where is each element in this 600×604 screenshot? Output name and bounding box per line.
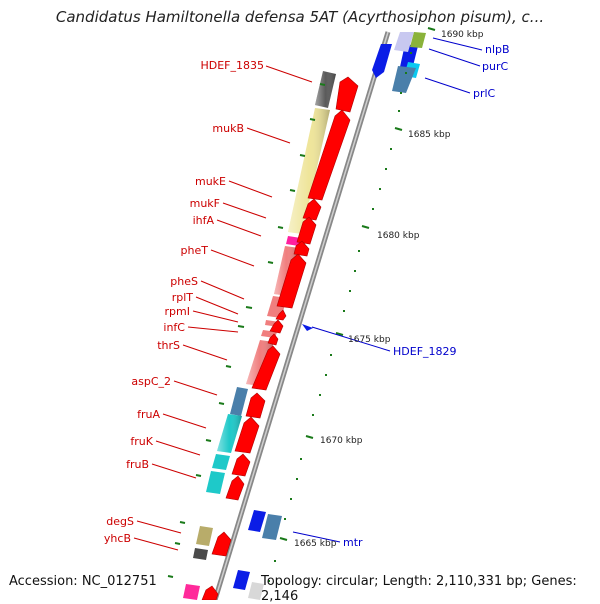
label-infC[interactable]: infC — [163, 321, 185, 334]
label-mukF[interactable]: mukF — [190, 197, 220, 210]
gene-bar-ihfA[interactable] — [286, 236, 301, 246]
gene-arrow-fruK[interactable] — [231, 453, 251, 477]
label-thrS[interactable]: thrS — [157, 339, 180, 352]
tick-marks — [167, 27, 436, 578]
gene-arrow-infC[interactable] — [267, 333, 279, 346]
red-arrow-track — [201, 76, 359, 600]
label-mtr[interactable]: mtr — [343, 536, 363, 549]
label-yhcB[interactable]: yhcB — [104, 532, 131, 545]
tick-label-1690: 1690 kbp — [441, 30, 484, 40]
gene-bar-bottom-pink[interactable] — [183, 584, 200, 600]
label-fruK[interactable]: fruK — [130, 435, 153, 448]
gene-bar-aspC[interactable] — [230, 387, 248, 416]
label-rpmI[interactable]: rpmI — [165, 305, 190, 318]
gene-arrow-lower-blue2[interactable] — [233, 570, 250, 590]
tick-label-1685: 1685 kbp — [408, 130, 451, 140]
label-hdef1829[interactable]: HDEF_1829 — [393, 345, 457, 358]
gene-bar-top-green[interactable] — [410, 32, 426, 48]
gene-arrow-degS[interactable] — [211, 531, 232, 557]
left-gene-labels: HDEF_1835 mukB mukE mukF ihfA pheT pheS … — [104, 59, 264, 545]
gene-arrow-thrS[interactable] — [251, 345, 281, 391]
marker-hdef1829[interactable] — [302, 324, 313, 331]
gene-bar-fruB[interactable] — [206, 471, 225, 494]
gene-arrow-mukB[interactable] — [307, 109, 351, 201]
right-leaders — [292, 37, 483, 543]
gene-bar-fruK[interactable] — [212, 454, 230, 470]
tick-label-1670: 1670 kbp — [320, 436, 363, 446]
label-rplT[interactable]: rplT — [172, 291, 194, 304]
label-mukB[interactable]: mukB — [212, 122, 244, 135]
gene-arrow-pheS[interactable] — [275, 309, 287, 321]
label-fruB[interactable]: fruB — [126, 458, 149, 471]
left-leaders — [133, 65, 313, 551]
gene-arrow-pheT[interactable] — [276, 253, 307, 309]
label-purC[interactable]: purC — [482, 60, 508, 73]
backbone — [212, 31, 391, 600]
label-ihfA[interactable]: ihfA — [193, 214, 215, 227]
label-aspC2[interactable]: aspC_2 — [131, 375, 171, 388]
gene-arrow-ihfA[interactable] — [293, 240, 310, 257]
label-pheS[interactable]: pheS — [170, 275, 198, 288]
gene-arrow-fruB[interactable] — [225, 475, 245, 501]
label-fruA[interactable]: fruA — [137, 408, 160, 421]
gene-arrow-hdef1835[interactable] — [335, 76, 359, 113]
gene-bar-yhcB[interactable] — [193, 548, 208, 560]
label-prlC[interactable]: prlC — [473, 87, 496, 100]
gene-bar-mtr[interactable] — [262, 514, 282, 540]
gene-arrow-mukE[interactable] — [302, 198, 322, 221]
gene-arrow-lower-blue1[interactable] — [248, 510, 266, 532]
gene-arrow-rplT[interactable] — [269, 319, 284, 334]
gene-arrow-bottom[interactable] — [201, 585, 219, 600]
label-hdef1835[interactable]: HDEF_1835 — [200, 59, 264, 72]
gene-arrow-nlpB-strand[interactable] — [372, 44, 392, 78]
scale-labels: 1690 kbp 1685 kbp 1680 kbp 1675 kbp 1670… — [294, 30, 484, 549]
minor-ticks — [268, 52, 412, 582]
label-mukE[interactable]: mukE — [195, 175, 226, 188]
right-gene-labels: nlpB purC prlC HDEF_1829 mtr — [343, 43, 510, 549]
gene-arrow-mukF[interactable] — [296, 216, 317, 245]
gene-arrow-fruA[interactable] — [234, 416, 260, 454]
label-pheT[interactable]: pheT — [181, 244, 209, 257]
label-nlpB[interactable]: nlpB — [485, 43, 510, 56]
tick-label-1680: 1680 kbp — [377, 231, 420, 241]
accession-text: Accession: NC_012751 — [9, 574, 157, 589]
gene-bar-lower-gray[interactable] — [248, 582, 264, 600]
right-gene-track — [233, 32, 426, 600]
tick-label-1675: 1675 kbp — [348, 335, 391, 345]
gene-bar-degS[interactable] — [196, 526, 213, 546]
gene-arrow-aspC[interactable] — [245, 392, 266, 419]
map-title: Candidatus Hamiltonella defensa 5AT (Acy… — [55, 8, 545, 26]
tick-label-1665: 1665 kbp — [294, 539, 337, 549]
gene-bar-top-lilac[interactable] — [394, 32, 414, 52]
gene-bar-prlC[interactable] — [392, 66, 416, 93]
label-degS[interactable]: degS — [106, 515, 134, 528]
